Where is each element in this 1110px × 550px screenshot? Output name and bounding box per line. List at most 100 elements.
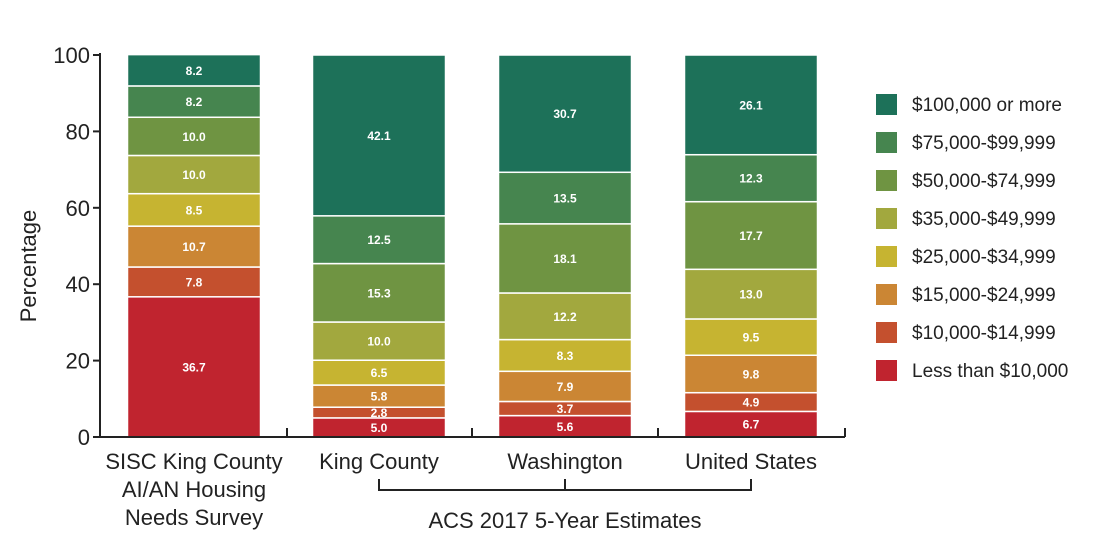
bar-segment	[126, 85, 262, 119]
bar-segment	[683, 268, 819, 320]
data-label: 6.5	[371, 366, 388, 380]
legend-label: $100,000 or more	[912, 95, 1062, 116]
data-label: 5.8	[371, 390, 388, 404]
category-label: Washington	[507, 449, 622, 474]
legend-label: $75,000-$99,999	[912, 133, 1056, 154]
y-tick-label: 60	[66, 196, 90, 221]
data-label: 5.0	[371, 421, 388, 435]
y-tick-label: 100	[53, 43, 90, 68]
legend-item: $75,000-$99,999	[876, 132, 1056, 154]
legend-swatch	[876, 132, 897, 153]
bar-segment	[126, 192, 262, 227]
data-label: 10.0	[182, 130, 206, 144]
bar-segment	[497, 338, 633, 373]
group-label: ACS 2017 5-Year Estimates	[428, 508, 701, 533]
category-label: King County	[319, 449, 439, 474]
group-bracket: ACS 2017 5-Year Estimates	[378, 479, 752, 533]
data-label: 10.0	[367, 335, 391, 349]
category-label: AI/AN Housing	[122, 477, 266, 502]
category-label: United States	[685, 449, 817, 474]
bar-segment	[683, 354, 819, 394]
data-label: 8.5	[186, 203, 203, 217]
bar-segment	[126, 225, 262, 268]
bar-segment	[683, 200, 819, 271]
data-label: 15.3	[367, 286, 391, 300]
data-label: 10.7	[182, 240, 206, 254]
legend-swatch	[876, 94, 897, 115]
y-tick-label: 40	[66, 272, 90, 297]
bar-segment	[311, 215, 447, 265]
bars: 36.7 7.8 10.7 8.5 10.0 10.0 8.2 8.2 5.02.8 5.8 6.5…	[126, 53, 819, 438]
data-label: 12.5	[367, 233, 391, 247]
bar-stack: 36.7 7.8 10.7 8.5 10.0 10.0 8.2 8.2	[126, 53, 262, 438]
bar-segment	[311, 54, 447, 217]
legend-label: $25,000-$34,999	[912, 247, 1056, 268]
legend: $100,000 or more $75,000-$99,999 $50,000-$…	[876, 94, 1068, 382]
bar-segment	[497, 370, 633, 403]
bar-segment	[497, 54, 633, 174]
y-tick-label: 20	[66, 349, 90, 374]
data-label: 8.2	[186, 95, 203, 109]
bar-segment	[126, 116, 262, 157]
data-label: 42.1	[367, 129, 391, 143]
data-label: 3.7	[557, 402, 574, 416]
legend-label: $10,000-$14,999	[912, 323, 1056, 344]
legend-item: $15,000-$24,999	[876, 284, 1056, 306]
data-label: 18.1	[553, 252, 577, 266]
bar-segment	[497, 223, 633, 294]
legend-swatch	[876, 322, 897, 343]
data-label: 2.8	[371, 406, 388, 420]
y-tick-label: 0	[78, 425, 90, 450]
bar-segment	[126, 266, 262, 298]
legend-item: $100,000 or more	[876, 94, 1062, 116]
data-label: 4.9	[743, 396, 760, 410]
data-label: 7.9	[557, 380, 574, 394]
legend-swatch	[876, 246, 897, 267]
legend-item: Less than $10,000	[876, 360, 1068, 382]
bar-segment	[497, 292, 633, 341]
data-label: 8.3	[557, 349, 574, 363]
data-label: 7.8	[186, 275, 203, 289]
bar-segment	[683, 54, 819, 156]
category-label: Needs Survey	[125, 505, 263, 530]
data-label: 10.0	[182, 168, 206, 182]
bar-stack: 5.6 3.7 7.9 8.3 12.2 18.1 13.5 30.7	[497, 54, 633, 438]
legend-swatch	[876, 284, 897, 305]
y-axis-title: Percentage	[16, 210, 41, 323]
data-label: 9.8	[743, 367, 760, 381]
data-label: 13.5	[553, 192, 577, 206]
bar-segment	[311, 359, 447, 386]
bar-stack: 5.02.8 5.8 6.5 10.0 15.3 12.5 42.1	[311, 54, 447, 438]
legend-label: Less than $10,000	[912, 361, 1068, 382]
data-label: 6.7	[743, 418, 760, 432]
data-label: 8.2	[186, 64, 203, 78]
data-label: 13.0	[739, 288, 763, 302]
bar-segment	[683, 410, 819, 438]
data-label: 36.7	[182, 360, 206, 374]
category-label: SISC King County	[105, 449, 282, 474]
legend-swatch	[876, 170, 897, 191]
y-tick-label: 80	[66, 119, 90, 144]
legend-label: $35,000-$49,999	[912, 209, 1056, 230]
legend-item: $35,000-$49,999	[876, 208, 1056, 230]
x-axis: SISC King County AI/AN Housing Needs Surve…	[99, 428, 846, 533]
data-label: 9.5	[743, 331, 760, 345]
legend-swatch	[876, 360, 897, 381]
data-label: 12.3	[739, 172, 763, 186]
data-label: 5.6	[557, 420, 574, 434]
y-axis: 0 20 40 60 80 100 Percentage	[16, 43, 101, 450]
legend-item: $10,000-$14,999	[876, 322, 1056, 344]
bar-segment	[126, 154, 262, 195]
legend-label: $50,000-$74,999	[912, 171, 1056, 192]
legend-item: $50,000-$74,999	[876, 170, 1056, 192]
data-label: 30.7	[553, 107, 577, 121]
data-label: 26.1	[739, 98, 763, 112]
bar-segment	[311, 262, 447, 323]
bar-segment	[683, 318, 819, 357]
bar-segment	[126, 53, 262, 87]
legend-item: $25,000-$34,999	[876, 246, 1056, 268]
legend-label: $15,000-$24,999	[912, 285, 1056, 306]
data-label: 12.2	[553, 310, 577, 324]
bar-stack: 6.7 4.9 9.8 9.5 13.0 17.7 12.3 26.1	[683, 54, 819, 438]
